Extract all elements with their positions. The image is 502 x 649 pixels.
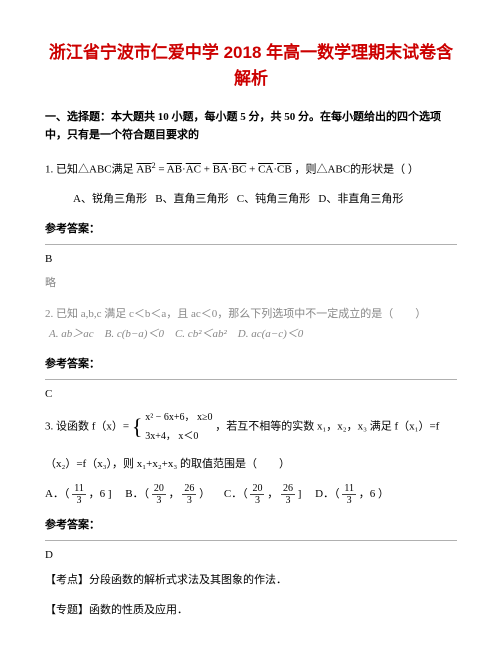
vec-ab: AB xyxy=(136,164,151,176)
zhuanti: 【专题】函数的性质及应用． xyxy=(45,601,457,621)
piece-2: 3x+4， x＜0 xyxy=(145,427,212,446)
comma: ， xyxy=(169,488,180,500)
num: 11 xyxy=(72,483,86,495)
den: 3 xyxy=(152,495,166,506)
section-1-heading: 一、选择题：本大题共 10 小题，每小题 5 分，共 50 分。在每小题给出的四… xyxy=(45,109,457,144)
q1-options: A、锐角三角形 B、直角三角形 C、钝角三角形 D、非直角三角形 xyxy=(45,189,457,210)
answer-1: B xyxy=(45,253,457,265)
vec-ac: AC xyxy=(186,164,201,176)
sq: 2 xyxy=(152,161,156,170)
num: 20 xyxy=(250,483,264,495)
vec-ab2: AB xyxy=(167,164,182,176)
q3-opt-a-end: ，6 ] xyxy=(89,488,112,500)
q1-stem-a: 1. 已知△ABC满足 xyxy=(45,164,136,176)
q2-options: A. ab＞ac B. c(b−a)＜0 C. cb²＜ab² D. ac(a−… xyxy=(45,324,457,345)
q1-opt-d: D、非直角三角形 xyxy=(318,193,403,205)
eq: = xyxy=(158,164,166,176)
q2-opt-b: B. c(b−a)＜0 xyxy=(105,328,164,340)
q3-opt-d-end: ，6 ） xyxy=(359,488,389,500)
answer-label-1: 参考答案： xyxy=(45,220,457,236)
brace-icon: { xyxy=(132,416,143,438)
q3-stem-a: 3. 设函数 f（x）= xyxy=(45,421,129,433)
doc-title: 浙江省宁波市仁爱中学 2018 年高一数学理期末试卷含解析 xyxy=(45,40,457,91)
comma: ， xyxy=(267,488,278,500)
q3-opt-b-pre: B．（ xyxy=(125,488,149,500)
frac-c2: 263 xyxy=(281,483,295,506)
frac-a: 113 xyxy=(72,483,86,506)
num: 26 xyxy=(182,483,196,495)
kaodian: 【考点】分段函数的解析式求法及其图象的作法． xyxy=(45,571,457,591)
answer-2: C xyxy=(45,388,457,400)
plus: + xyxy=(204,164,210,176)
vec-cb: CB xyxy=(277,164,292,176)
den: 3 xyxy=(182,495,196,506)
q3-opt-c-pre: C．（ xyxy=(224,488,248,500)
answer-3: D xyxy=(45,549,457,561)
piece-1: x² − 6x+6， x≥0 xyxy=(145,408,212,427)
q2-opt-c: C. cb²＜ab² xyxy=(175,328,227,340)
frac-b1: 203 xyxy=(152,483,166,506)
q3-options: A．（ 113 ，6 ] B．（ 203 ， 263 ） C．（ 203 ， 2… xyxy=(45,483,457,506)
frac-b2: 263 xyxy=(182,483,196,506)
q3-stem-b: ，若互不相等的实数 x₁，x₂，x₃ 满足 f（x₁）=f xyxy=(215,421,439,433)
q2-opt-d: D. ac(a−c)＜0 xyxy=(238,328,303,340)
den: 3 xyxy=(250,495,264,506)
question-2: 2. 已知 a,b,c 满足 c＜b＜a，且 ac＜0，那么下列选项中不一定成立… xyxy=(45,304,457,325)
piecewise: x² − 6x+6， x≥0 3x+4， x＜0 xyxy=(145,408,212,446)
divider xyxy=(45,244,457,245)
den: 3 xyxy=(342,495,356,506)
answer-1-extra: 略 xyxy=(45,273,457,294)
q3-opt-d-pre: D．（ xyxy=(315,488,339,500)
divider xyxy=(45,379,457,380)
q3-opt-a-pre: A．（ xyxy=(45,488,69,500)
den: 3 xyxy=(281,495,295,506)
num: 26 xyxy=(281,483,295,495)
q1-opt-b: B、直角三角形 xyxy=(155,193,228,205)
q3-stem-c: （x₂）=f（x₃），则 x₁+x₂+x₃ 的取值范围是（ ） xyxy=(45,454,457,475)
frac-d: 113 xyxy=(342,483,356,506)
den: 3 xyxy=(72,495,86,506)
num: 20 xyxy=(152,483,166,495)
q1-stem-b: ，则△ABC的形状是（ ） xyxy=(294,164,418,176)
frac-c1: 203 xyxy=(250,483,264,506)
vec-ca: CA xyxy=(258,164,273,176)
divider xyxy=(45,540,457,541)
question-1: 1. 已知△ABC满足 AB2 = AB·AC + BA·BC + CA·CB … xyxy=(45,158,457,181)
num: 11 xyxy=(342,483,356,495)
answer-label-2: 参考答案： xyxy=(45,355,457,371)
q3-opt-b-end: ） xyxy=(199,488,210,500)
q1-opt-c: C、钝角三角形 xyxy=(237,193,310,205)
q2-opt-a: A. ab＞ac xyxy=(49,328,94,340)
vec-ba: BA xyxy=(213,164,228,176)
q3-opt-c-end: ] xyxy=(298,488,302,500)
q1-opt-a: A、锐角三角形 xyxy=(73,193,147,205)
plus: + xyxy=(249,164,255,176)
question-3: 3. 设函数 f（x）= { x² − 6x+6， x≥0 3x+4， x＜0 … xyxy=(45,408,457,446)
vec-bc: BC xyxy=(232,164,247,176)
answer-label-3: 参考答案： xyxy=(45,516,457,532)
